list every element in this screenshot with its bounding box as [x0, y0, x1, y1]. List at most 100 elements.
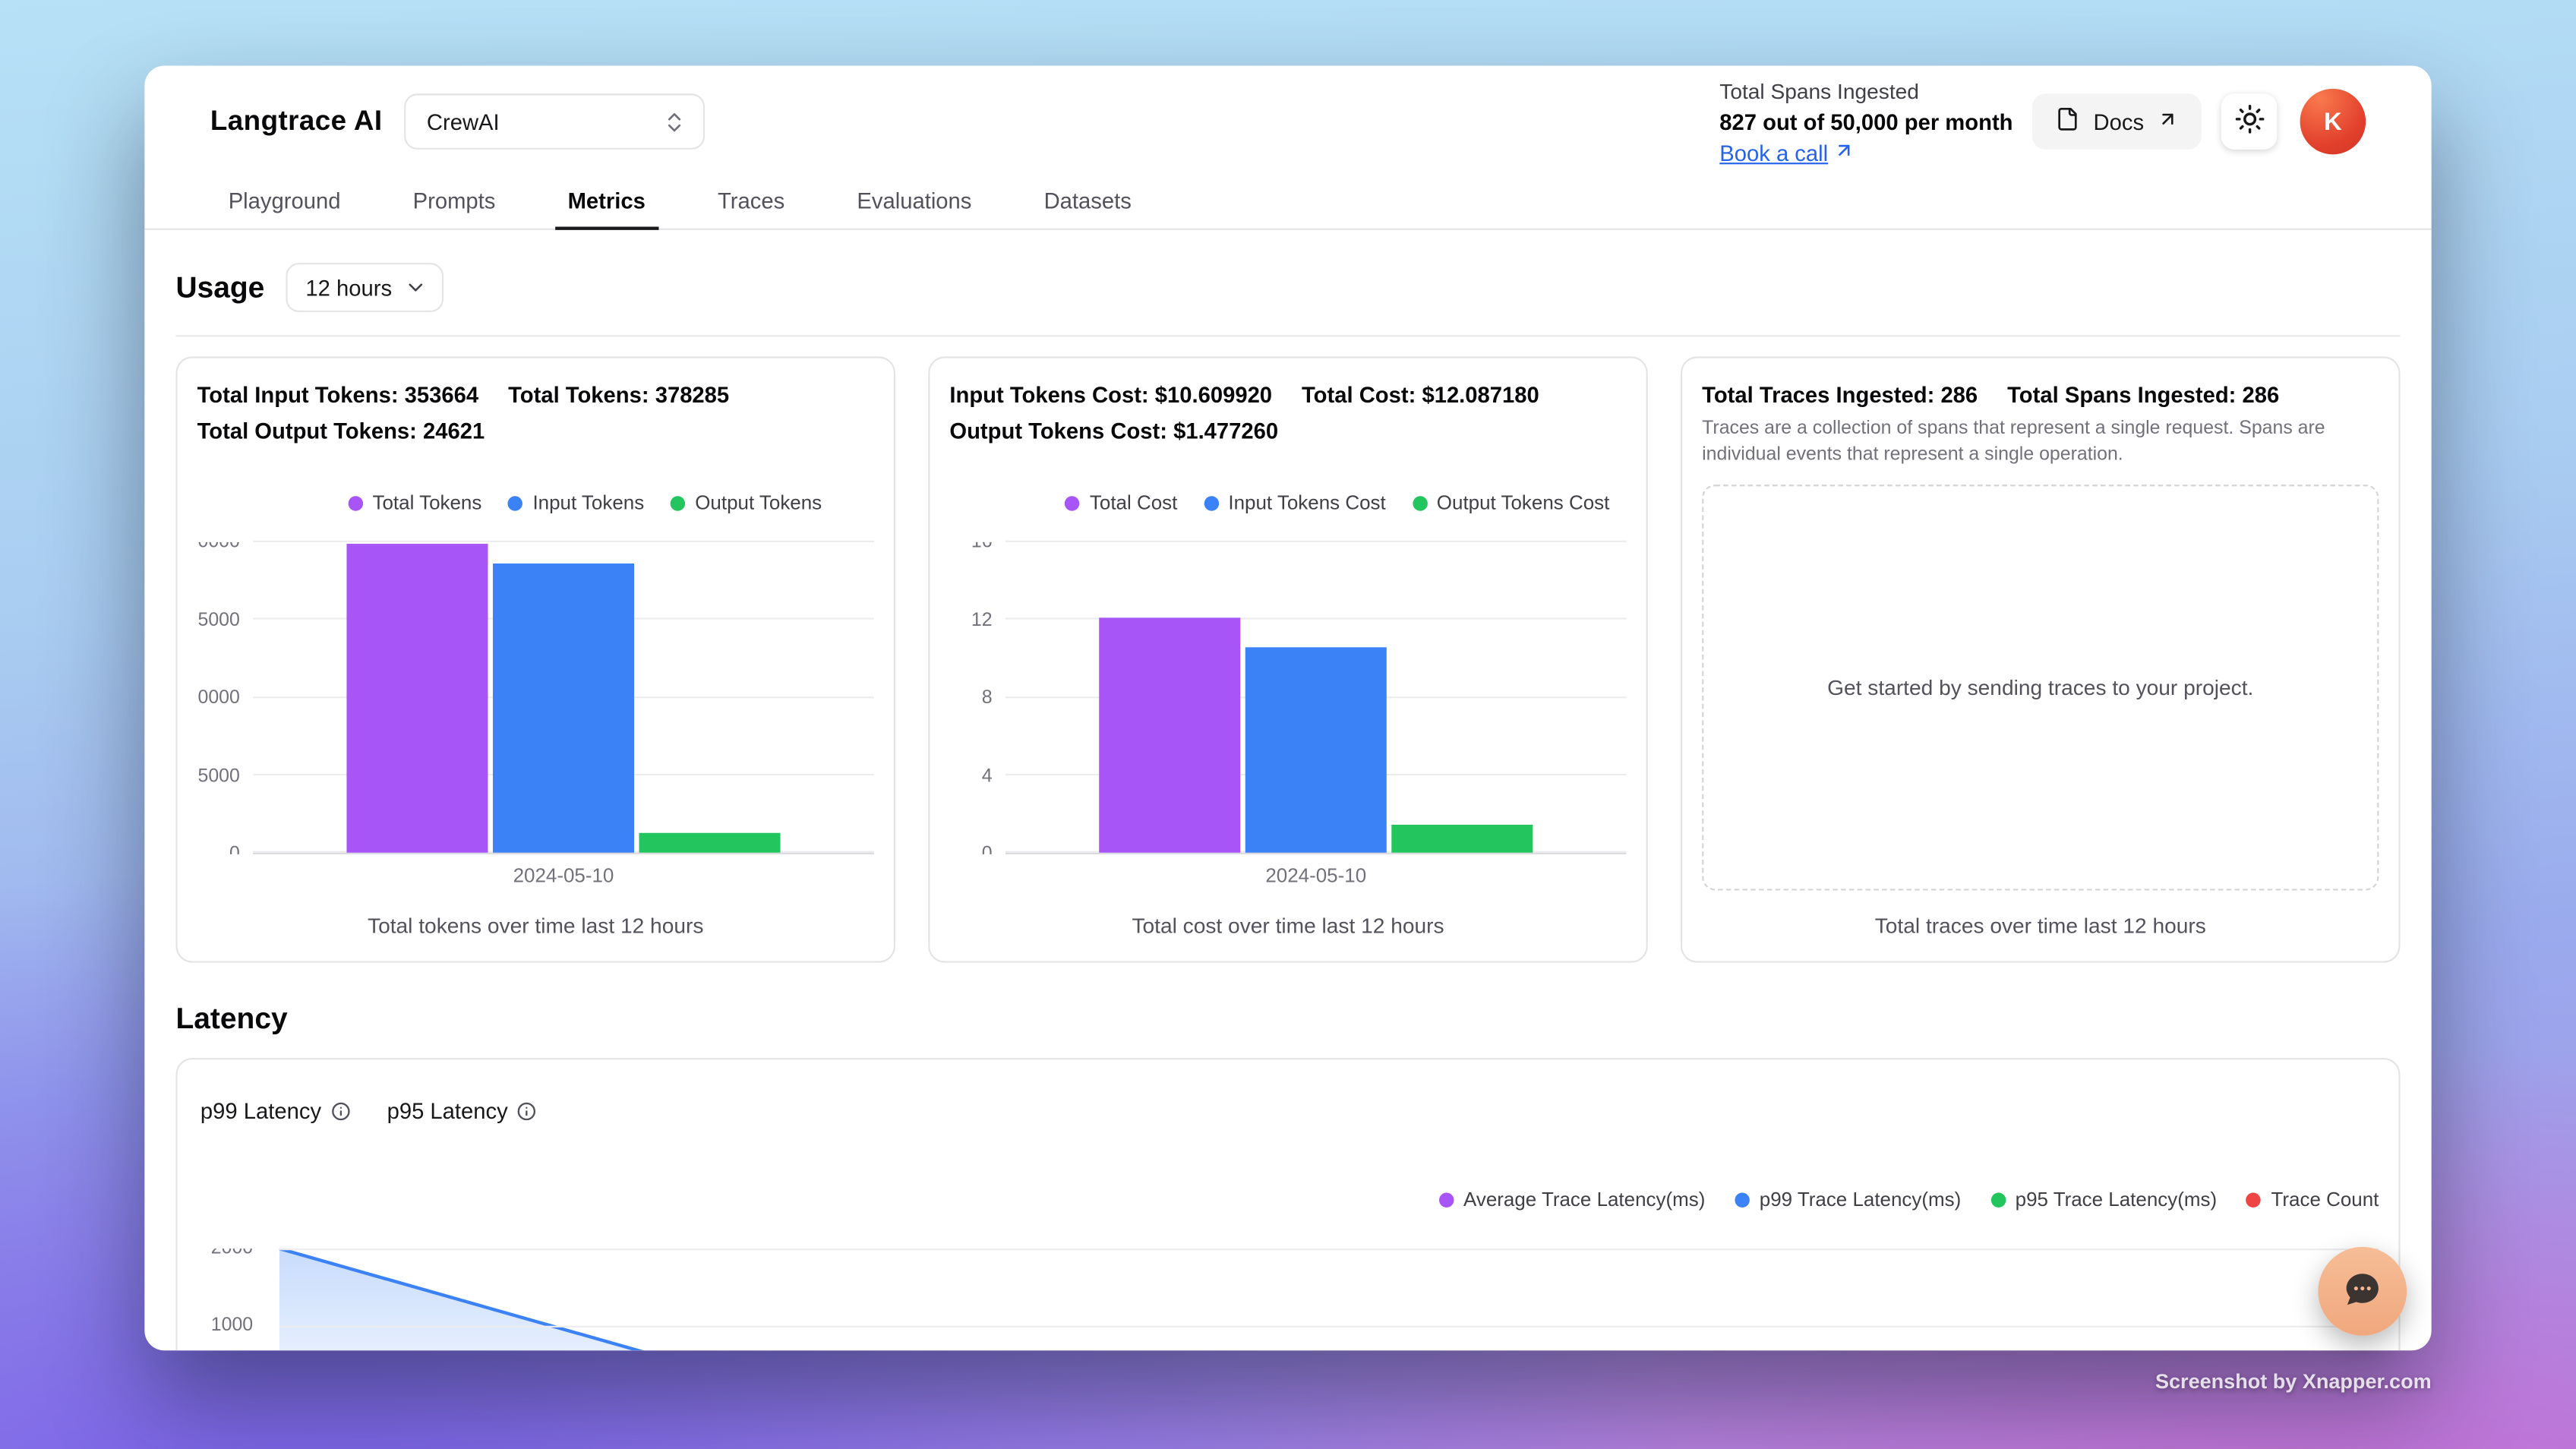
book-a-call-label: Book a call — [1719, 140, 1829, 166]
app-header: Langtrace AI CrewAI Total Spans Ingested… — [144, 66, 2432, 230]
legend-item: p95 Trace Latency(ms) — [1990, 1188, 2217, 1211]
stat-input-tokens-cost: Input Tokens Cost: $10.609920 — [949, 383, 1273, 408]
book-a-call-link[interactable]: Book a call — [1719, 137, 1854, 169]
latency-metric-tabs: p99 Latency p95 Latency — [200, 1099, 2379, 1124]
legend-dot — [670, 495, 686, 510]
legend-dot — [1438, 1192, 1454, 1207]
legend-dot — [348, 495, 363, 510]
stat-total-spans-ingested: Total Spans Ingested: 286 — [2007, 383, 2280, 408]
legend-label: Input Tokens — [532, 491, 645, 515]
p95-latency-tab[interactable]: p95 Latency — [387, 1099, 538, 1124]
tab-playground[interactable]: Playground — [228, 188, 341, 214]
legend-label: Output Tokens — [695, 491, 822, 515]
chat-widget-button[interactable] — [2318, 1246, 2407, 1336]
traces-usage-card: Total Traces Ingested: 286 Total Spans I… — [1681, 356, 2401, 963]
project-selector-value: CrewAI — [426, 109, 500, 134]
y-axis-tick: 12 — [971, 610, 993, 630]
legend-dot — [2246, 1192, 2262, 1207]
legend-label: Output Tokens Cost — [1436, 491, 1610, 515]
y-axis-tick: 95000 — [197, 766, 240, 787]
main-nav-tabs: Playground Prompts Metrics Traces Evalua… — [215, 174, 2366, 230]
cost-usage-card: Input Tokens Cost: $10.609920 Total Cost… — [928, 356, 1648, 963]
y-axis-tick: 1000 — [210, 1315, 254, 1336]
app-window: Langtrace AI CrewAI Total Spans Ingested… — [144, 65, 2432, 1351]
legend-label: Total Tokens — [372, 491, 482, 515]
docs-button[interactable]: Docs — [2032, 93, 2202, 150]
time-range-value: 12 hours — [305, 275, 393, 300]
legend-item: p99 Trace Latency(ms) — [1735, 1188, 1961, 1211]
bar-group — [253, 542, 874, 853]
info-icon[interactable] — [330, 1100, 351, 1122]
latency-legend: Average Trace Latency(ms) p99 Trace Laten… — [197, 1186, 2379, 1213]
docs-button-label: Docs — [2093, 109, 2145, 134]
y-axis: 1000 2000 — [197, 1249, 279, 1350]
p99-latency-label: p99 Latency — [200, 1099, 322, 1124]
latency-area-chart: 1000 2000 — [197, 1249, 2379, 1351]
legend-item: Trace Count — [2246, 1188, 2379, 1211]
x-axis-tick: 2024-05-10 — [1265, 863, 1367, 888]
sun-icon — [2233, 103, 2265, 140]
legend-item: Input Tokens Cost — [1203, 491, 1386, 515]
tab-metrics[interactable]: Metrics — [554, 174, 659, 230]
tab-traces[interactable]: Traces — [718, 188, 785, 214]
legend-label: p95 Trace Latency(ms) — [2015, 1188, 2218, 1211]
plot-area — [253, 540, 874, 854]
user-avatar[interactable]: K — [2300, 88, 2366, 155]
gridline — [279, 1325, 2379, 1327]
spans-usage-meter: Total Spans Ingested 827 out of 50,000 p… — [1719, 74, 2012, 168]
tab-datasets[interactable]: Datasets — [1043, 188, 1132, 214]
time-range-selector[interactable]: 12 hours — [286, 263, 444, 313]
latency-card: p99 Latency p95 Latency Average Trace La… — [175, 1058, 2401, 1351]
tab-prompts[interactable]: Prompts — [412, 188, 496, 214]
bar-total-cost — [1099, 617, 1241, 853]
legend-label: Average Trace Latency(ms) — [1463, 1188, 1706, 1211]
legend-label: Total Cost — [1089, 491, 1178, 515]
stat-total-tokens: Total Tokens: 378285 — [508, 383, 730, 408]
legend-dot — [1412, 495, 1427, 510]
y-axis: 0 4 8 12 16 — [949, 542, 1005, 854]
plot-area — [1005, 540, 1627, 854]
chart-caption: Total cost over time last 12 hours — [1132, 913, 1444, 939]
chevrons-up-down-icon — [661, 109, 686, 134]
legend-dot — [1735, 1192, 1750, 1207]
info-icon[interactable] — [516, 1100, 538, 1122]
gridline — [1005, 540, 1627, 542]
tab-evaluations[interactable]: Evaluations — [857, 188, 972, 214]
traces-empty-state-text: Get started by sending traces to your pr… — [1827, 675, 2254, 700]
legend-dot — [1203, 495, 1219, 510]
arrow-up-right-icon — [1833, 137, 1855, 169]
tokens-bar-chart: 0 95000 190000 285000 380000 — [197, 540, 874, 854]
x-axis-tick: 2024-05-10 — [513, 863, 614, 888]
y-axis-tick: 190000 — [197, 688, 240, 709]
y-axis-tick: 0 — [981, 844, 993, 854]
gridline — [1005, 617, 1627, 620]
gridline — [279, 1249, 2379, 1251]
y-axis-tick: 8 — [981, 688, 993, 709]
theme-toggle-button[interactable] — [2221, 93, 2278, 150]
p99-latency-tab[interactable]: p99 Latency — [200, 1099, 351, 1124]
legend-label: Input Tokens Cost — [1228, 491, 1386, 515]
y-axis-tick: 285000 — [197, 610, 240, 630]
project-selector[interactable]: CrewAI — [403, 93, 705, 150]
usage-section-header: Usage 12 hours — [175, 263, 2401, 337]
gridline — [253, 540, 874, 542]
chart-caption: Total traces over time last 12 hours — [1874, 913, 2206, 939]
y-axis-tick: 2000 — [210, 1249, 254, 1259]
legend-item: Average Trace Latency(ms) — [1438, 1188, 1706, 1211]
stat-output-tokens-cost: Output Tokens Cost: $1.477260 — [949, 418, 1279, 444]
chart-caption: Total tokens over time last 12 hours — [368, 913, 704, 939]
cost-bar-chart: 0 4 8 12 16 — [949, 540, 1627, 854]
chevron-down-icon — [403, 276, 426, 298]
chart-legend: Total Cost Input Tokens Cost Output Tokens… — [1048, 490, 1626, 516]
latency-line-series — [279, 1249, 644, 1351]
y-axis-tick: 380000 — [197, 541, 240, 552]
y-axis: 0 95000 190000 285000 380000 — [197, 542, 254, 854]
traces-description: Traces are a collection of spans that re… — [1702, 418, 2325, 465]
chat-bubble-icon — [2341, 1267, 2384, 1315]
stat-total-output-tokens: Total Output Tokens: 24621 — [197, 418, 485, 444]
tokens-usage-card: Total Input Tokens: 353664 Total Tokens:… — [175, 356, 895, 963]
y-axis-tick: 16 — [971, 541, 993, 552]
legend-dot — [507, 495, 523, 510]
usage-heading: Usage — [175, 270, 265, 305]
